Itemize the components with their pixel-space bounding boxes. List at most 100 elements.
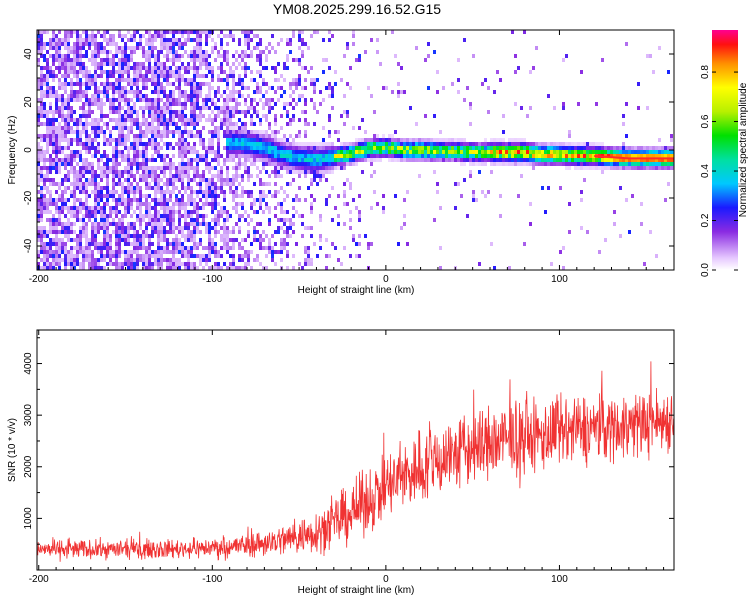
heatmap-cell	[592, 154, 595, 158]
heatmap-cell	[61, 74, 64, 78]
heatmap-cell	[91, 266, 94, 270]
heatmap-cell	[178, 130, 181, 134]
heatmap-cell	[343, 166, 346, 170]
heatmap-cell	[469, 158, 472, 162]
heatmap-cell	[55, 190, 58, 194]
heatmap-cell	[319, 238, 322, 242]
heatmap-cell	[202, 206, 205, 210]
heatmap-cell	[115, 190, 118, 194]
heatmap-cell	[67, 46, 70, 50]
heatmap-cell	[67, 66, 70, 70]
heatmap-cell	[124, 262, 127, 266]
heatmap-cell	[244, 218, 247, 222]
heatmap-cell	[571, 158, 574, 162]
heatmap-cell	[280, 238, 283, 242]
heatmap-cell	[106, 50, 109, 54]
heatmap-cell	[286, 250, 289, 254]
heatmap-cell	[49, 190, 52, 194]
heatmap-cell	[115, 174, 118, 178]
heatmap-cell	[70, 118, 73, 122]
heatmap-cell	[79, 266, 82, 270]
heatmap-cell	[334, 206, 337, 210]
heatmap-cell	[295, 198, 298, 202]
heatmap-cell	[169, 178, 172, 182]
heatmap-cell	[166, 178, 169, 182]
heatmap-cell	[172, 182, 175, 186]
heatmap-cell	[82, 142, 85, 146]
heatmap-cell	[574, 150, 577, 154]
heatmap-cell	[364, 150, 367, 154]
heatmap-cell	[169, 230, 172, 234]
heatmap-cell	[184, 186, 187, 190]
heatmap-cell	[337, 166, 340, 170]
heatmap-cell	[163, 170, 166, 174]
heatmap-cell	[307, 258, 310, 262]
heatmap-cell	[469, 162, 472, 166]
heatmap-cell	[463, 138, 466, 142]
heatmap-cell	[565, 142, 568, 146]
heatmap-cell	[40, 42, 43, 46]
heatmap-cell	[247, 230, 250, 234]
heatmap-cell	[499, 194, 502, 198]
heatmap-cell	[253, 46, 256, 50]
heatmap-cell	[310, 202, 313, 206]
heatmap-cell	[241, 134, 244, 138]
heatmap-cell	[64, 114, 67, 118]
heatmap-cell	[91, 178, 94, 182]
heatmap-cell	[145, 254, 148, 258]
heatmap-cell	[301, 170, 304, 174]
heatmap-cell	[106, 182, 109, 186]
heatmap-cell	[187, 38, 190, 42]
heatmap-cell	[121, 58, 124, 62]
heatmap-cell	[373, 146, 376, 150]
heatmap-cell	[619, 162, 622, 166]
heatmap-cell	[154, 38, 157, 42]
heatmap-cell	[148, 102, 151, 106]
heatmap-cell	[178, 146, 181, 150]
heatmap-cell	[148, 50, 151, 54]
heatmap-cell	[166, 58, 169, 62]
heatmap-cell	[451, 142, 454, 146]
heatmap-cell	[550, 262, 553, 266]
heatmap-cell	[178, 178, 181, 182]
heatmap-cell	[250, 70, 253, 74]
heatmap-cell	[142, 166, 145, 170]
heatmap-cell	[112, 90, 115, 94]
heatmap-cell	[523, 30, 526, 34]
heatmap-cell	[100, 266, 103, 270]
heatmap-cell	[169, 142, 172, 146]
heatmap-cell	[181, 106, 184, 110]
heatmap-cell	[37, 206, 40, 210]
heatmap-cell	[469, 106, 472, 110]
heatmap-cell	[52, 266, 55, 270]
heatmap-cell	[169, 206, 172, 210]
heatmap-cell	[259, 246, 262, 250]
heatmap-cell	[247, 174, 250, 178]
heatmap-cell	[499, 154, 502, 158]
heatmap-cell	[133, 142, 136, 146]
heatmap-cell	[193, 202, 196, 206]
heatmap-cell	[652, 162, 655, 166]
heatmap-cell	[256, 158, 259, 162]
heatmap-cell	[37, 50, 40, 54]
heatmap-cell	[109, 58, 112, 62]
heatmap-cell	[163, 106, 166, 110]
heatmap-cell	[526, 114, 529, 118]
heatmap-cell	[214, 190, 217, 194]
heatmap-cell	[187, 178, 190, 182]
heatmap-cell	[88, 206, 91, 210]
heatmap-cell	[223, 70, 226, 74]
heatmap-cell	[88, 122, 91, 126]
heatmap-cell	[163, 34, 166, 38]
heatmap-cell	[382, 150, 385, 154]
heatmap-cell	[502, 146, 505, 150]
heatmap-cell	[376, 146, 379, 150]
heatmap-cell	[139, 138, 142, 142]
heatmap-cell	[247, 258, 250, 262]
heatmap-cell	[49, 210, 52, 214]
heatmap-cell	[88, 86, 91, 90]
heatmap-cell	[190, 198, 193, 202]
heatmap-cell	[652, 158, 655, 162]
heatmap-cell	[64, 154, 67, 158]
heatmap-cell	[160, 222, 163, 226]
